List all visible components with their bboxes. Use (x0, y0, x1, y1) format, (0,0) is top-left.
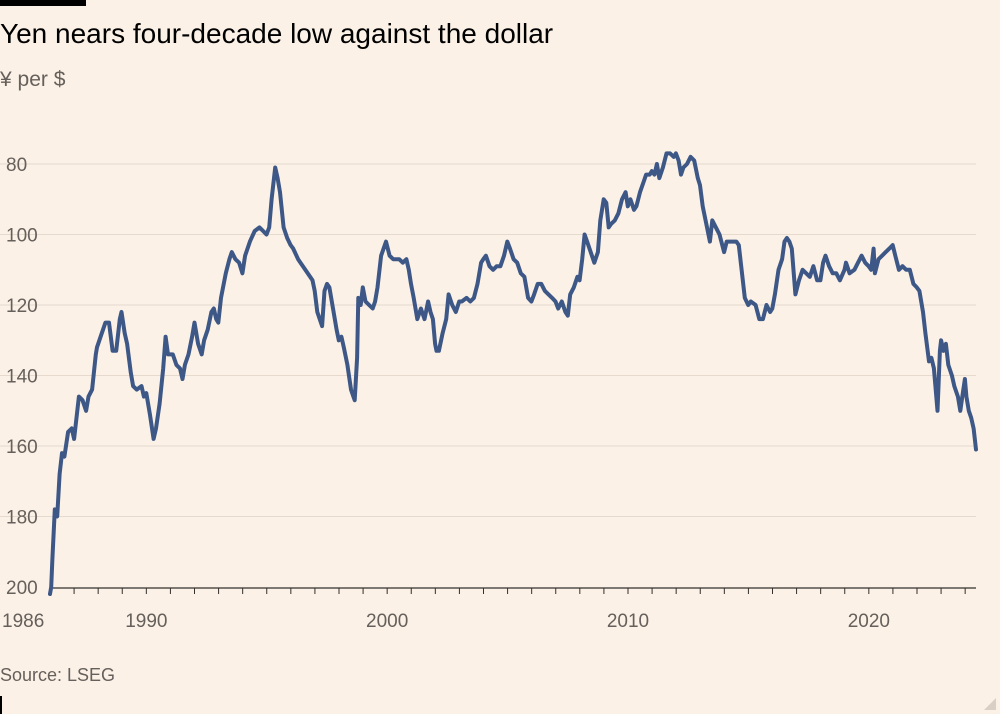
y-tick-label: 180 (6, 508, 38, 529)
y-axis-ticks: 80 100 120 140 160 180 200 (6, 155, 38, 599)
resize-handle-icon[interactable] (984, 698, 996, 710)
chart-title: Yen nears four-decade low against the do… (0, 18, 554, 49)
gridlines (0, 163, 976, 517)
x-axis: 1986 1990 2000 2010 2020 (2, 587, 976, 632)
series-line (48, 151, 978, 596)
x-tick-label: 2010 (607, 611, 649, 632)
y-axis-label: ¥ per $ (0, 68, 66, 91)
y-tick-label: 100 (6, 226, 38, 247)
x-tick-label: 2020 (848, 611, 890, 632)
y-tick-label: 140 (6, 367, 38, 388)
x-tick-label: 2000 (366, 611, 408, 632)
y-tick-label: 160 (6, 437, 38, 458)
y-tick-label: 200 (6, 578, 38, 599)
y-tick-label: 120 (6, 296, 38, 317)
corner-mark (0, 696, 2, 714)
series-layer (48, 151, 978, 596)
x-tick-label: 1986 (2, 611, 44, 632)
source-note: Source: LSEG (0, 665, 116, 685)
x-tick-label: 1990 (125, 611, 167, 632)
y-tick-label: 80 (6, 155, 27, 176)
brand-bar (0, 0, 86, 6)
